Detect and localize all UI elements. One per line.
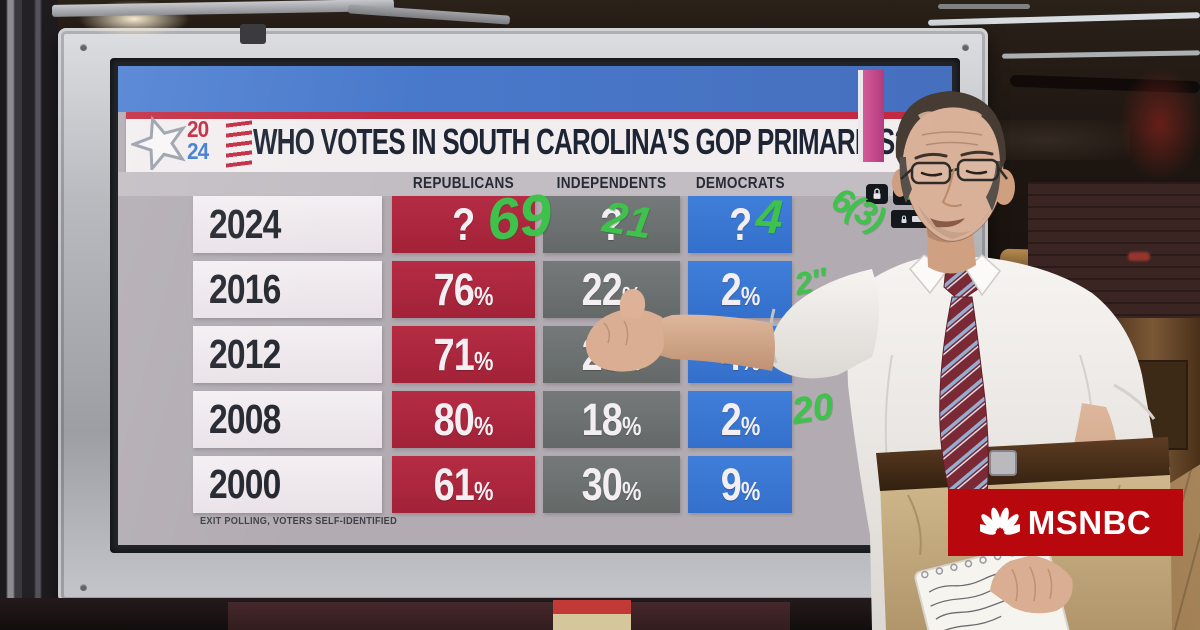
top-blue-band: [118, 66, 952, 112]
year-label: 2008: [209, 396, 281, 442]
maroon-panel: [228, 602, 790, 630]
truncated-label: [911, 216, 928, 222]
footnote: EXIT POLLING, VOTERS SELF-IDENTIFIED: [200, 516, 398, 527]
frame-clamp: [240, 24, 266, 44]
cell-value: 76%: [433, 263, 494, 315]
cell-value: 71%: [433, 328, 494, 380]
year-cell: 2008: [193, 391, 382, 448]
presenter-hair: [895, 91, 1006, 173]
logo-star-icon: [131, 115, 187, 170]
eyes: [920, 169, 988, 177]
title-banner: [126, 112, 944, 172]
msnbc-logo: MSNBC: [948, 489, 1183, 556]
republicans-cell[interactable]: ?: [392, 196, 535, 253]
independents-cell[interactable]: ?: [543, 196, 680, 253]
nose: [941, 168, 962, 207]
hairline-recess: [918, 110, 982, 127]
knuckle-lines: [603, 320, 629, 346]
msnbc-wordmark: MSNBC: [1027, 503, 1152, 541]
frame-screw: [80, 44, 87, 51]
studio-left-panels: [0, 0, 58, 630]
democrats-cell[interactable]: 9%: [688, 456, 792, 513]
wall-light: [1128, 252, 1150, 261]
year-cell: 2016: [193, 261, 382, 318]
red-studio-glow: [1118, 66, 1200, 182]
cell-value: ?: [452, 198, 475, 250]
republicans-cell[interactable]: 61%: [392, 456, 535, 513]
year-cell: 2000: [193, 456, 382, 513]
republicans-cell[interactable]: 76%: [392, 261, 535, 318]
book-cover: [553, 600, 631, 614]
lock-button[interactable]: [866, 184, 888, 204]
cell-value: 61%: [433, 458, 494, 510]
sleeve-cuff-line-right: [1113, 383, 1156, 420]
column-header-independents: INDEPENDENTS: [543, 173, 680, 195]
column-header-strip: [118, 172, 952, 196]
glasses-icon: [900, 158, 1008, 185]
lock-icon: [901, 215, 906, 223]
logo-2024: 20 24: [187, 116, 209, 164]
frame-screw: [962, 44, 969, 51]
democrats-cell[interactable]: 2%: [688, 391, 792, 448]
democrats-cell[interactable]: ?: [688, 196, 792, 253]
cell-value: 2%: [720, 393, 761, 445]
presenter-thumb: [619, 289, 646, 319]
logo-year-top: 20: [187, 116, 209, 142]
column-header-label: REPUBLICANS: [412, 175, 515, 192]
cell-value: 2%: [720, 263, 761, 315]
independents-cell[interactable]: 30%: [543, 456, 680, 513]
independents-cell[interactable]: 22%: [543, 261, 680, 318]
republicans-cell[interactable]: 71%: [392, 326, 535, 383]
mouth: [930, 218, 965, 228]
finger-lines: [1011, 566, 1053, 602]
year-cell: 2012: [193, 326, 382, 383]
column-header-label: INDEPENDENTS: [556, 175, 667, 192]
republicans-cell[interactable]: 80%: [392, 391, 535, 448]
logo-year-bottom: 24: [187, 138, 209, 164]
eyebrows: [914, 150, 994, 160]
year-label: 2000: [209, 461, 281, 507]
sideburn: [899, 157, 1001, 211]
presenter-rolled-sleeve: [770, 269, 879, 379]
cell-value: ?: [728, 198, 752, 250]
column-header-republicans: REPUBLICANS: [392, 173, 535, 195]
independents-cell[interactable]: 18%: [543, 391, 680, 448]
cell-value: 18%: [581, 393, 642, 445]
year-cell: 2024: [193, 196, 382, 253]
cell-value: 30%: [581, 458, 642, 510]
lock-icon: [873, 188, 881, 199]
book: [553, 612, 631, 630]
year-label: 2016: [209, 266, 281, 312]
screen-edge-graphic: [858, 70, 884, 162]
belt-buckle: [989, 450, 1017, 476]
presenter-fist: [585, 309, 664, 372]
cell-value: 9%: [720, 458, 761, 510]
page-title: WHO VOTES IN SOUTH CAROLINA'S GOP PRIMAR…: [253, 121, 910, 162]
ceiling-rig-shadow: [990, 120, 1130, 160]
column-header-democrats: DEMOCRATS: [688, 173, 792, 195]
logo-flag-stripes: [226, 120, 252, 168]
stubble-shading: [918, 205, 992, 239]
column-header-label: DEMOCRATS: [695, 175, 785, 192]
year-label: 2024: [209, 201, 281, 247]
light-tube: [938, 4, 1030, 9]
cell-value: 80%: [433, 393, 494, 445]
year-label: 2012: [209, 331, 281, 377]
forehead-creases: [921, 131, 983, 146]
presenter-hand: [990, 555, 1073, 614]
frame-screw: [80, 584, 87, 591]
cell-value: ?: [600, 198, 623, 250]
democrats-cell[interactable]: 2%: [688, 261, 792, 318]
nbc-peacock-icon: [979, 507, 1020, 535]
presenter-forearm: [658, 314, 775, 371]
